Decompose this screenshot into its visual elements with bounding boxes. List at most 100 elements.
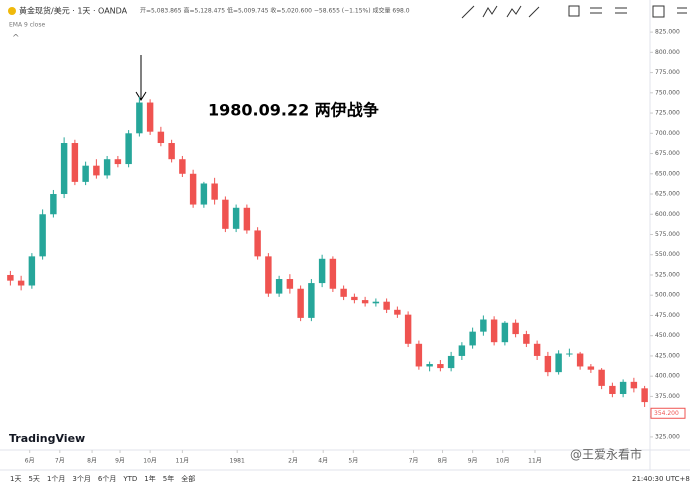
x-tick-label: 6月 [25, 458, 35, 465]
candle-body [619, 381, 627, 394]
candle-body [103, 159, 111, 176]
candle-body [265, 256, 272, 294]
timeframe-button[interactable]: 5年 [163, 474, 174, 483]
x-tick-label: 10月 [496, 458, 510, 465]
y-tick-label: 675.000 [655, 150, 680, 157]
candle-body [200, 183, 208, 205]
timeframe-button[interactable]: 全部 [181, 474, 195, 483]
y-tick-label: 525.000 [655, 271, 680, 278]
candle-body [361, 300, 369, 304]
symbol-icon [8, 7, 16, 15]
y-tick-label: 775.000 [655, 69, 680, 76]
candle-body [512, 322, 519, 335]
candle-body [340, 288, 347, 297]
candle-body [318, 258, 326, 284]
y-tick-label: 750.000 [655, 89, 680, 96]
last-price-label: 354.200 [654, 410, 679, 417]
candle-body [329, 258, 337, 289]
candle-body [501, 322, 509, 343]
candle-body [275, 279, 283, 294]
candle-body [394, 309, 401, 315]
candle-body [82, 165, 89, 182]
x-tick-label: 4月 [318, 458, 328, 465]
x-tick-label: 7月 [409, 458, 419, 465]
candle-body [222, 199, 229, 229]
candle-body [39, 214, 46, 257]
timeframe-button[interactable]: 1个月 [47, 475, 65, 483]
watermark: @王爱永看市 [570, 447, 642, 462]
candle-body [555, 353, 562, 373]
candle-body [189, 173, 197, 205]
candle-body [351, 296, 358, 301]
x-tick-label: 11月 [176, 458, 190, 465]
clock: 21:40:30 UTC+8 [632, 475, 690, 483]
drawing-toolbar[interactable] [461, 5, 687, 19]
candle-body [437, 364, 444, 369]
x-tick-label: 9月 [115, 458, 125, 465]
candle-body [232, 207, 240, 229]
timeframe-button[interactable]: YTD [122, 475, 137, 483]
y-tick-label: 625.000 [655, 191, 680, 198]
x-tick-label: 8月 [87, 458, 97, 465]
y-tick-label: 400.000 [655, 373, 680, 380]
x-tick-label: 1981 [230, 458, 245, 465]
candle-body [544, 355, 552, 373]
candle-body [17, 280, 25, 286]
collapse-icon[interactable]: ^ [12, 34, 20, 44]
y-tick-label: 325.000 [655, 433, 680, 440]
x-tick-label: 7月 [55, 458, 65, 465]
candle-body [598, 369, 605, 386]
x-tick-label: 5月 [348, 458, 358, 465]
candle-body [415, 343, 423, 367]
y-tick-label: 725.000 [655, 110, 680, 117]
annotation: 1980.09.22 两伊战争 [208, 101, 379, 120]
ohlc: 开=5,083.865 高=5,128.475 低=5,009.745 收=5,… [140, 7, 410, 15]
candle-body [60, 143, 68, 195]
candle-body [93, 165, 100, 176]
candle-body [243, 207, 251, 231]
symbol: 黄金现货/美元 · 1天 · OANDA [19, 6, 128, 16]
logo: TradingView [9, 432, 85, 445]
x-tick-label: 10月 [143, 458, 157, 465]
candle-body [426, 364, 433, 367]
candle-body [136, 102, 143, 134]
x-tick-label: 11月 [528, 458, 542, 465]
candle-body [211, 183, 218, 200]
y-tick-label: 475.000 [655, 312, 680, 319]
candle-body [523, 334, 530, 344]
x-tick-label: 2月 [288, 458, 298, 465]
y-tick-label: 600.000 [655, 211, 680, 218]
timeframe-button[interactable]: 1天 [10, 475, 21, 483]
y-tick-label: 800.000 [655, 49, 680, 56]
candle-body [383, 301, 390, 310]
candle-body [114, 159, 122, 165]
candle-body [7, 274, 14, 281]
candle-body [576, 353, 584, 367]
candle-body [28, 256, 36, 286]
candle-body [308, 283, 315, 318]
timeframe-button[interactable]: 6个月 [98, 475, 116, 483]
candle-body [630, 381, 638, 389]
candle-body [125, 133, 132, 165]
timeframe-button[interactable]: 1年 [144, 474, 155, 483]
candle-body [641, 388, 648, 403]
candle-body [490, 319, 498, 343]
timeframe-button[interactable]: 3个月 [72, 475, 90, 483]
candle-body [168, 143, 175, 160]
x-tick-label: 8月 [438, 458, 448, 465]
y-tick-label: 575.000 [655, 231, 680, 238]
candle-body [50, 194, 57, 215]
candle-body [566, 353, 573, 355]
y-tick-label: 550.000 [655, 251, 680, 258]
candle-body [254, 230, 261, 257]
y-tick-label: 650.000 [655, 170, 680, 177]
candle-body [297, 288, 304, 318]
candle-body [372, 301, 380, 304]
candle-body [480, 319, 487, 332]
x-tick-label: 9月 [468, 458, 478, 465]
timeframe-button[interactable]: 5天 [28, 475, 39, 483]
candle-body [179, 159, 186, 174]
y-tick-label: 425.000 [655, 352, 680, 359]
